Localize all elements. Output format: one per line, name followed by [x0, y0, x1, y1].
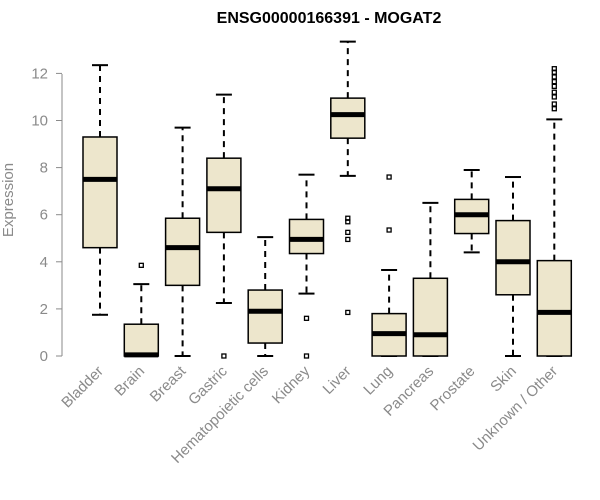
outlier-point	[551, 83, 557, 90]
y-axis-label: Expression	[0, 163, 17, 237]
category-label: Brain	[111, 363, 148, 400]
category-label: Lung	[360, 363, 396, 399]
y-tick-label-12: 12	[31, 65, 48, 82]
box-pancreas	[412, 201, 449, 357]
box-prostate	[453, 168, 490, 254]
box-breast	[164, 126, 201, 357]
outlier-point	[138, 262, 144, 268]
box-lung	[371, 174, 407, 357]
box-iqr	[164, 217, 201, 287]
y-ticks: 0 2 4 6 8 10 12	[31, 65, 62, 365]
box-iqr	[123, 323, 160, 357]
box-iqr	[247, 289, 283, 344]
boxes-group	[82, 40, 573, 359]
y-tick-label-6: 6	[40, 207, 48, 224]
category-label: Prostate	[427, 363, 479, 415]
box-iqr	[206, 157, 242, 234]
box-brain	[123, 262, 160, 358]
box-iqr	[288, 218, 325, 255]
y-tick-label-2: 2	[40, 301, 48, 318]
outlier-point	[345, 219, 351, 225]
outlier-point	[551, 74, 557, 80]
y-tick-label-8: 8	[40, 160, 48, 177]
category-label: Breast	[147, 362, 190, 405]
box-liver	[330, 40, 366, 316]
box-unknown-other	[536, 66, 573, 357]
category-label: Kidney	[269, 362, 314, 407]
outlier-point	[386, 227, 392, 233]
y-tick-label-0: 0	[40, 348, 48, 365]
y-tick-label-10: 10	[31, 113, 48, 130]
outlier-point	[221, 353, 227, 359]
outlier-point	[551, 94, 557, 100]
box-hematopoietic-cells	[247, 236, 283, 357]
box-kidney	[288, 173, 325, 359]
category-label: Skin	[487, 363, 520, 396]
category-label: Bladder	[58, 363, 107, 412]
outlier-point	[551, 101, 557, 107]
box-iqr	[536, 259, 573, 357]
outlier-point	[345, 229, 351, 236]
outlier-point	[551, 78, 557, 85]
box-skin	[495, 176, 531, 357]
box-iqr	[330, 97, 366, 139]
category-label: Liver	[320, 363, 355, 398]
outlier-point	[386, 174, 392, 180]
outlier-point	[303, 315, 310, 321]
outlier-point	[551, 89, 557, 95]
outlier-point	[551, 66, 557, 72]
box-iqr	[412, 277, 449, 357]
box-bladder	[82, 64, 118, 316]
y-tick-label-4: 4	[40, 254, 48, 271]
outlier-point	[345, 236, 351, 243]
outlier-point	[303, 353, 310, 359]
outlier-point	[551, 106, 557, 112]
box-iqr	[82, 136, 118, 249]
box-gastric	[206, 93, 242, 359]
box-iqr	[495, 219, 531, 296]
chart-title: ENSG00000166391 - MOGAT2	[217, 10, 442, 27]
outlier-point	[345, 309, 351, 316]
